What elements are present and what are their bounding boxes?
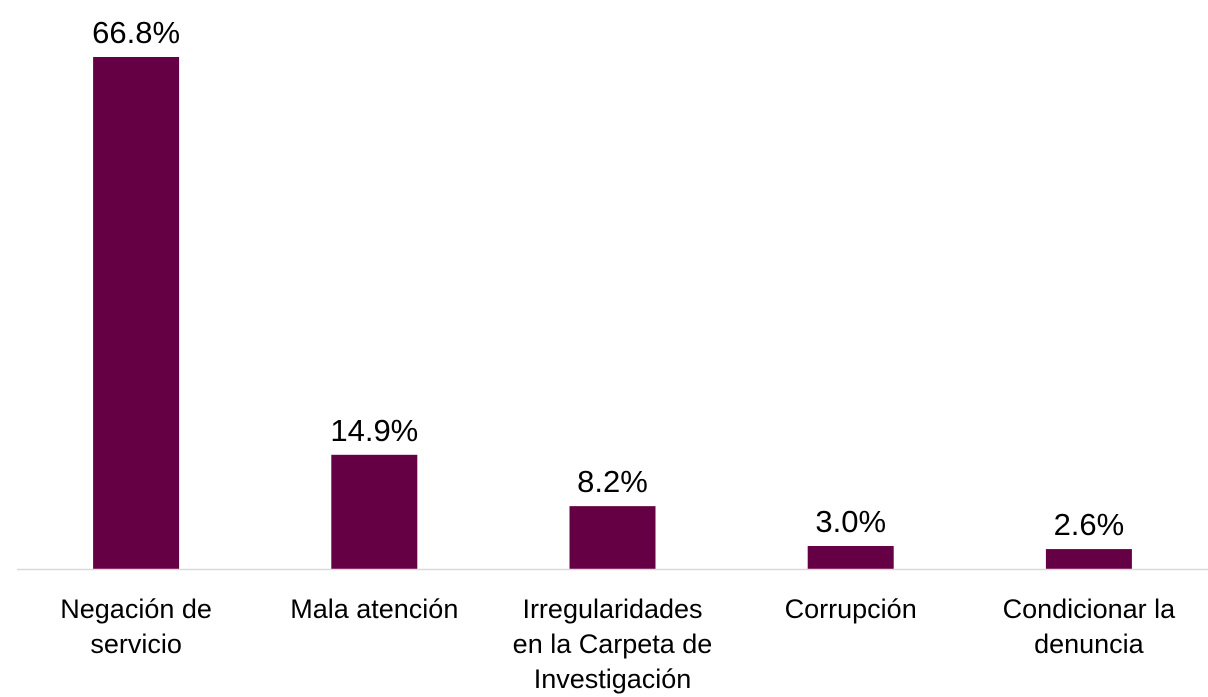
category-label-line: Mala atención xyxy=(290,594,458,624)
bar-2 xyxy=(569,506,656,569)
category-label-2: Irregularidades en la Carpeta de Investiga… xyxy=(513,594,713,694)
bar-0 xyxy=(93,57,180,569)
category-label-0: Negación de servicio xyxy=(60,594,212,659)
bar-3 xyxy=(807,546,894,569)
value-label-2: 8.2% xyxy=(577,464,648,499)
value-label-0: 66.8% xyxy=(92,15,180,50)
category-label-line: Irregularidades xyxy=(522,594,702,624)
bar-4 xyxy=(1045,549,1132,569)
value-labels-group: 66.8% 14.9% 8.2% 3.0% 2.6% xyxy=(92,15,1124,542)
category-label-line: Investigación xyxy=(534,664,692,694)
value-label-4: 2.6% xyxy=(1054,507,1125,542)
category-label-4: Condicionar la denuncia xyxy=(1003,594,1177,659)
value-label-3: 3.0% xyxy=(815,504,886,539)
category-label-line: servicio xyxy=(90,629,182,659)
category-label-line: en la Carpeta de xyxy=(513,629,713,659)
category-label-line: Condicionar la xyxy=(1003,594,1177,624)
category-label-1: Mala atención xyxy=(290,594,458,624)
bars-group xyxy=(93,57,1132,569)
bar-1 xyxy=(331,454,418,569)
category-label-line: Corrupción xyxy=(785,594,917,624)
category-label-line: Negación de xyxy=(60,594,212,624)
category-label-line: denuncia xyxy=(1034,629,1145,659)
value-label-1: 14.9% xyxy=(330,413,418,448)
category-label-3: Corrupción xyxy=(785,594,917,624)
category-labels-group: Negación de servicio Mala atención Irregula… xyxy=(60,594,1176,694)
